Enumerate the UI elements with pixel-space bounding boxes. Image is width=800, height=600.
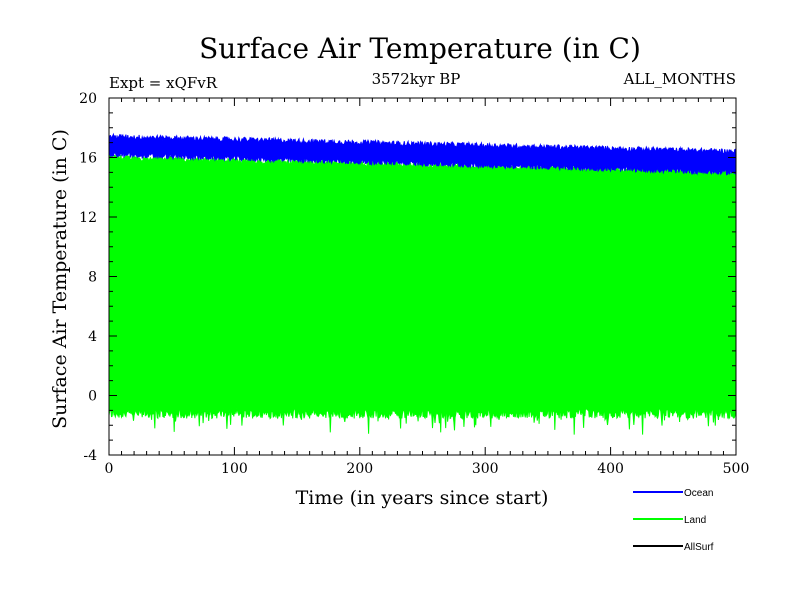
x-axis-label: Time (in years since start) xyxy=(296,487,549,509)
legend-label-ocean: Ocean xyxy=(684,488,713,499)
y-tick-label: 0 xyxy=(88,389,97,405)
y-tick-label: 8 xyxy=(88,270,97,286)
x-tick-label: 300 xyxy=(472,461,499,477)
y-tick-label: 12 xyxy=(79,210,97,226)
y-axis-label: Surface Air Temperature (in C) xyxy=(49,129,71,429)
land-series-band xyxy=(108,154,737,435)
y-tick-label: 20 xyxy=(79,91,97,107)
x-tick-label: 0 xyxy=(105,461,114,477)
x-tick-label: 500 xyxy=(723,461,750,477)
x-tick-label: 100 xyxy=(221,461,248,477)
legend-label-allsurf: AllSurf xyxy=(684,542,714,553)
plot-area xyxy=(108,132,737,435)
y-tick-label: -4 xyxy=(83,448,97,464)
x-tick-label: 200 xyxy=(346,461,373,477)
period-label: 3572kyr BP xyxy=(372,70,461,88)
axes: 0 100 200 300 400 500 -4 0 4 8 12 16 20 xyxy=(79,91,749,477)
legend: Ocean Land AllSurf xyxy=(633,488,714,553)
y-tick-label: 16 xyxy=(79,151,97,167)
chart-title: Surface Air Temperature (in C) xyxy=(199,32,641,65)
y-tick-label: 4 xyxy=(88,329,97,345)
x-tick-label: 400 xyxy=(597,461,624,477)
months-label: ALL_MONTHS xyxy=(623,70,736,88)
experiment-label: Expt = xQFvR xyxy=(109,74,218,92)
legend-label-land: Land xyxy=(684,515,706,526)
